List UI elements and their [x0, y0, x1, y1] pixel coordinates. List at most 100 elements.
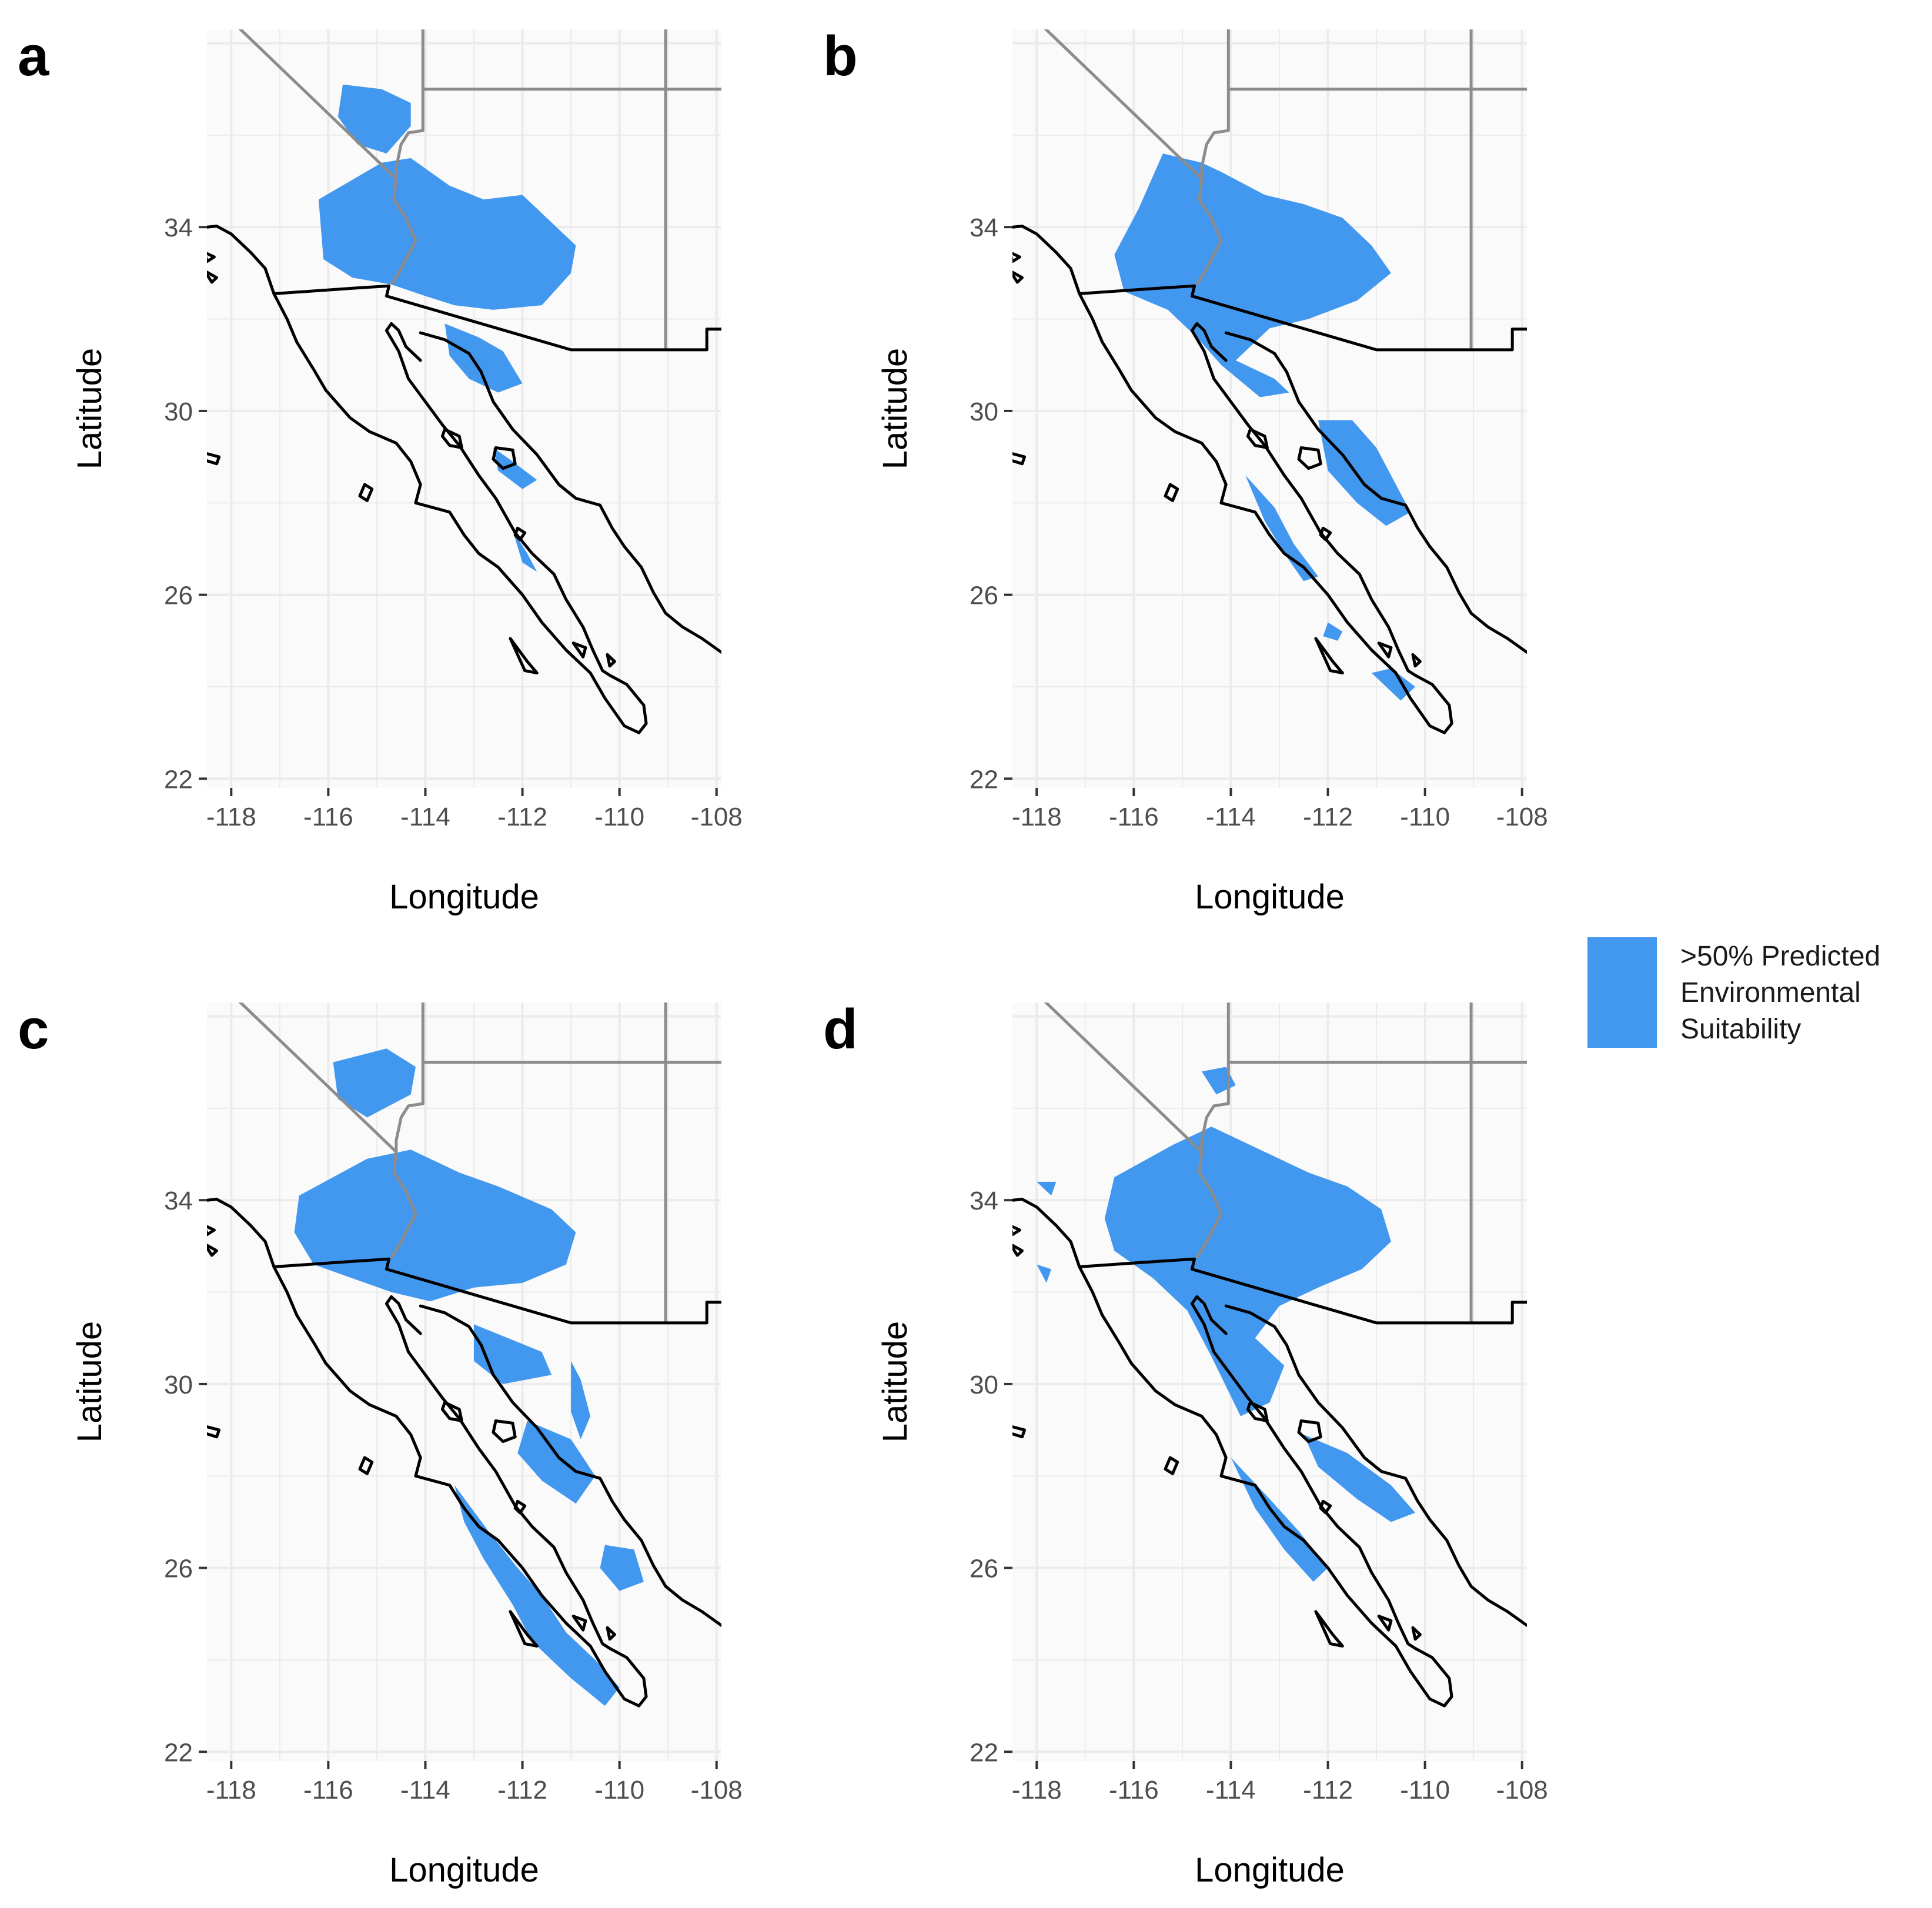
island — [1012, 1243, 1024, 1257]
island — [207, 1425, 221, 1439]
suitability-region — [318, 158, 576, 310]
y-tick-label: 30 — [970, 397, 998, 426]
coastline — [207, 225, 276, 295]
x-axis-title: Longitude — [1195, 1851, 1345, 1889]
y-axis-title: Latitude — [71, 348, 109, 469]
x-tick-label: -108 — [1496, 1776, 1548, 1805]
x-tick-label: -108 — [1496, 803, 1548, 831]
island — [1164, 1456, 1179, 1475]
island — [440, 1401, 463, 1422]
y-axis: 22 26 30 34 — [164, 1187, 207, 1767]
grid — [1012, 1003, 1527, 1761]
state-border — [395, 1062, 424, 1152]
island — [571, 641, 587, 659]
suitability-region — [474, 1324, 552, 1384]
suitability-regions — [294, 1048, 644, 1706]
island — [1164, 483, 1179, 502]
y-tick-label: 22 — [970, 1738, 998, 1767]
x-axis: -118 -116 -114 -112 -110 -108 — [206, 1761, 743, 1805]
island — [1314, 637, 1344, 674]
coastline — [272, 1265, 648, 1707]
x-tick-label: -108 — [691, 803, 743, 831]
panel-letter: d — [823, 998, 858, 1061]
suitability-region — [333, 1048, 416, 1118]
x-tick-label: -110 — [1400, 803, 1450, 831]
plot-area — [207, 29, 721, 788]
coastline — [272, 292, 648, 734]
map-panel-d: d -118 -116 -114 -112 -110 -108 22 26 30 34 Longitu… — [823, 998, 1548, 1889]
island — [1297, 446, 1322, 470]
map-panel-b: b -118 -116 -114 -112 -110 -108 22 26 30 34 Longitu… — [823, 25, 1548, 916]
suitability-region — [1323, 622, 1343, 641]
y-tick-label: 26 — [970, 1555, 998, 1583]
island — [492, 1419, 517, 1443]
x-tick-label: -114 — [400, 1776, 450, 1805]
island — [1319, 526, 1332, 542]
island — [1297, 1419, 1322, 1443]
grid — [207, 29, 721, 788]
island — [358, 483, 374, 502]
y-tick-label: 30 — [164, 1371, 193, 1399]
coastlines — [207, 225, 721, 734]
x-tick-label: -116 — [303, 803, 353, 831]
suitability-region — [493, 447, 537, 489]
island — [1314, 1610, 1344, 1648]
legend-label: >50% Predicted Environmental Suitability — [1680, 938, 1880, 1048]
legend-swatch — [1587, 937, 1657, 1048]
island — [207, 452, 221, 466]
y-axis-title: Latitude — [876, 1321, 914, 1442]
coastline — [1224, 331, 1527, 654]
y-tick-label: 34 — [970, 1187, 998, 1215]
x-axis: -118 -116 -114 -112 -110 -108 — [1012, 788, 1548, 831]
state-border — [1200, 89, 1230, 179]
coastline — [1224, 1304, 1527, 1627]
suitability-region — [571, 1361, 591, 1439]
suitability-region — [444, 323, 523, 393]
island — [207, 252, 216, 263]
island — [207, 270, 218, 284]
suitability-region — [1037, 1264, 1051, 1283]
x-axis-title: Longitude — [1195, 878, 1345, 916]
island — [1012, 452, 1027, 466]
panel-letter: b — [823, 25, 858, 88]
suitability-region — [1245, 475, 1318, 582]
x-axis: -118 -116 -114 -112 -110 -108 — [1012, 1761, 1548, 1805]
coastline — [1078, 1265, 1453, 1707]
legend-line-1: >50% Predicted — [1680, 941, 1881, 972]
y-axis-title: Latitude — [71, 1321, 109, 1442]
x-axis-title: Longitude — [389, 878, 539, 916]
coastline — [419, 1304, 721, 1627]
y-tick-label: 26 — [164, 582, 193, 610]
coastlines — [1012, 225, 1527, 734]
coastline — [272, 284, 721, 352]
plot-area — [1012, 1003, 1527, 1761]
y-tick-label: 30 — [164, 397, 193, 426]
coastline — [1078, 1257, 1527, 1325]
plot-area — [207, 1003, 721, 1761]
coastlines — [207, 1198, 721, 1707]
x-tick-label: -112 — [497, 1776, 547, 1805]
state-border — [390, 1151, 417, 1259]
state-border — [1044, 29, 1203, 180]
island — [1246, 1401, 1269, 1422]
island — [571, 1615, 587, 1632]
island — [1012, 1425, 1027, 1439]
x-axis: -118 -116 -114 -112 -110 -108 — [206, 788, 743, 831]
island — [513, 526, 527, 542]
island — [1377, 641, 1393, 659]
x-tick-label: -118 — [1012, 1776, 1062, 1805]
suitability-region — [1371, 668, 1416, 701]
island — [606, 1626, 616, 1641]
x-tick-label: -116 — [1109, 1776, 1159, 1805]
island — [1012, 270, 1024, 284]
y-axis-title: Latitude — [876, 348, 914, 469]
legend-line-3: Suitability — [1680, 1014, 1801, 1045]
state-borders — [1044, 29, 1527, 350]
y-axis: 22 26 30 34 — [970, 1187, 1012, 1767]
y-tick-label: 34 — [164, 213, 193, 242]
y-tick-label: 22 — [164, 765, 193, 794]
coastline — [419, 331, 721, 654]
x-tick-label: -114 — [1206, 803, 1256, 831]
x-tick-label: -108 — [691, 1776, 743, 1805]
suitability-regions — [318, 84, 576, 572]
